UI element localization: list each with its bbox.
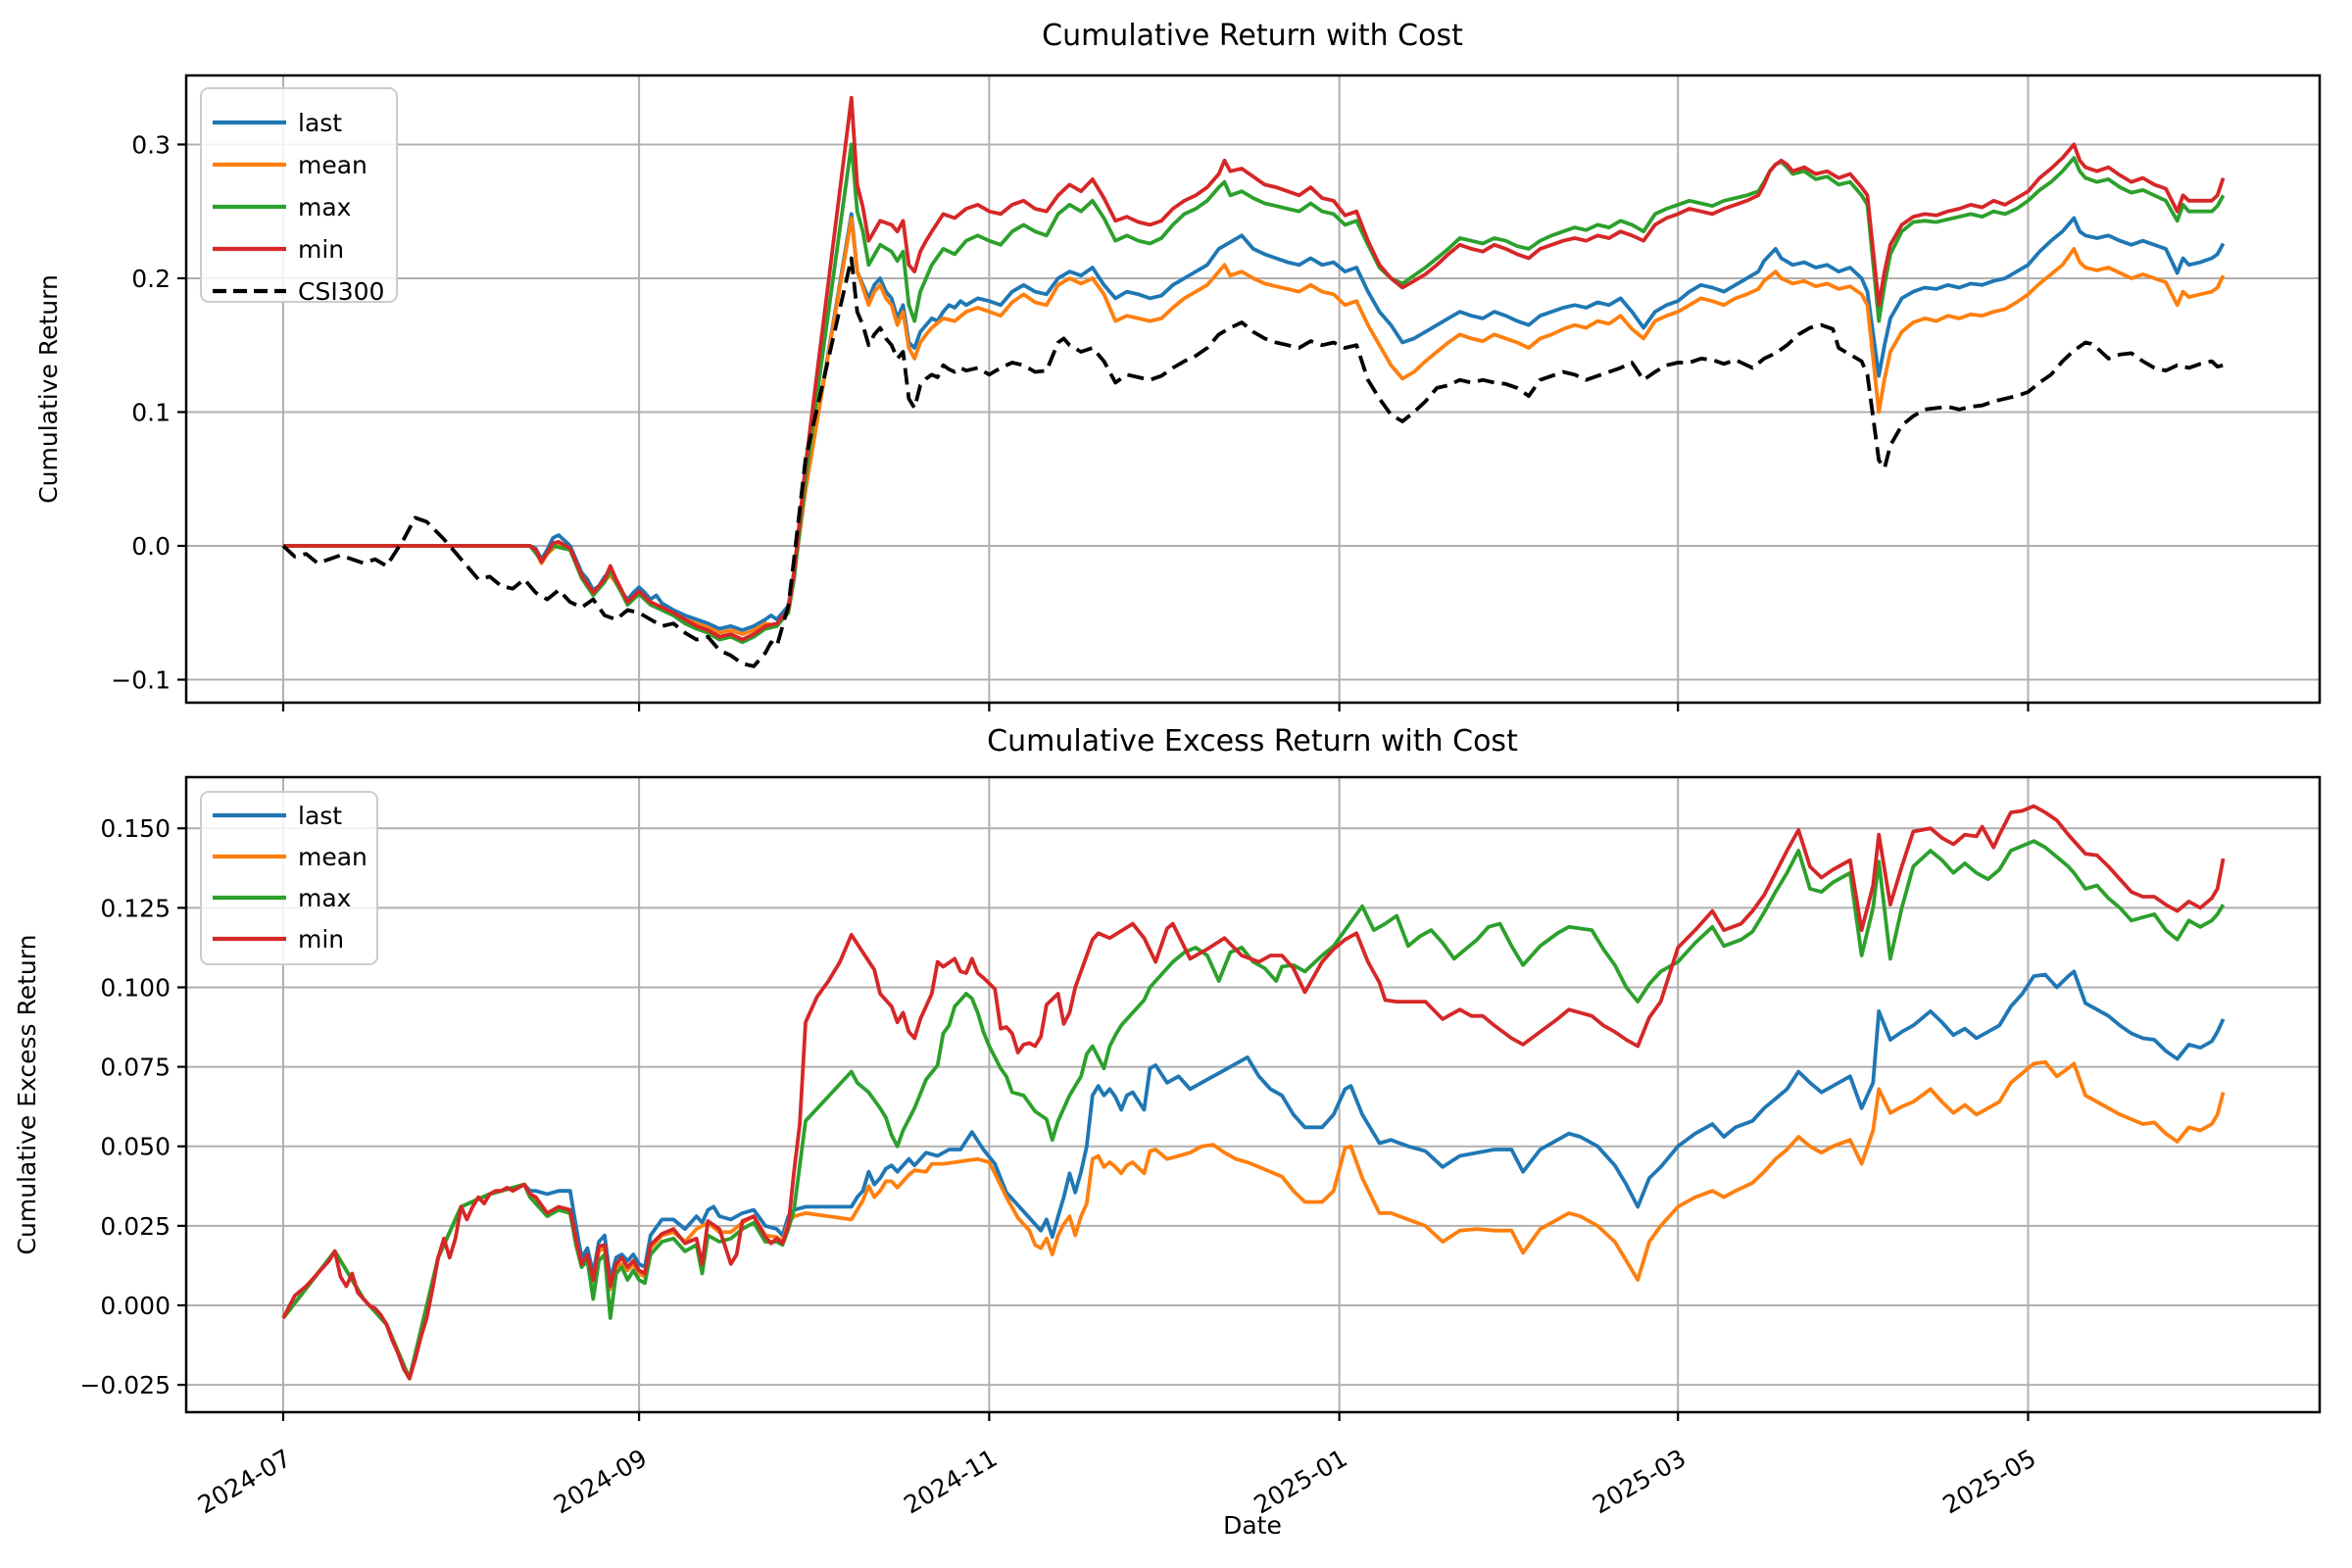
y-tick-label: 0.3	[131, 130, 171, 159]
legend-box	[200, 791, 378, 965]
x-tick-label: 2025-01	[1250, 1444, 1352, 1519]
bottom-chart-ylabel: Cumulative Excess Return	[13, 935, 41, 1255]
series-line-min	[281, 804, 2226, 1381]
top-chart-ylabel: Cumulative Return	[34, 274, 63, 504]
x-tick-label: 2025-05	[1937, 1444, 2040, 1519]
x-tick-label: 2025-03	[1588, 1444, 1690, 1519]
bottom-chart-title: Cumulative Excess Return with Cost	[987, 724, 1518, 759]
top-chart-title: Cumulative Return with Cost	[1042, 19, 1463, 53]
legend-label-min: min	[298, 235, 344, 264]
y-tick-label: 0.000	[100, 1292, 171, 1320]
series-line-last	[283, 212, 2226, 632]
x-tick-label: 2024-07	[193, 1444, 296, 1519]
series-line-last	[281, 969, 2226, 1381]
series-line-max	[281, 839, 2226, 1381]
x-tick-label: 2024-11	[899, 1444, 1002, 1519]
y-tick-label: 0.0	[131, 532, 171, 561]
y-tick-label: 0.125	[100, 894, 171, 922]
y-tick-label: 0.075	[100, 1054, 171, 1082]
y-tick-label: 0.100	[100, 973, 171, 1002]
x-axis-label: Date	[1223, 1511, 1282, 1540]
y-tick-label: 0.025	[100, 1212, 171, 1241]
series-line-min	[283, 95, 2226, 642]
series-line-CSI300	[281, 256, 2225, 668]
plot-border	[184, 775, 2322, 1414]
top-chart: −0.1 0.0 0.1 0.2 0.3 last mean max min CSI300	[111, 74, 2322, 711]
legend-label-last: last	[298, 802, 342, 830]
plot-border	[184, 74, 2322, 705]
series-line-max	[283, 142, 2226, 645]
y-tick-label: 0.2	[131, 265, 171, 293]
legend-label-last: last	[298, 109, 342, 137]
y-tick-label: 0.150	[100, 814, 171, 843]
series-line-mean	[283, 216, 2226, 636]
legend-label-max: max	[298, 884, 351, 912]
x-tick-label: 2024-09	[549, 1444, 652, 1519]
bottom-chart: −0.025 0.000 0.025 0.050 0.075 0.100 0.125 0.15…	[79, 775, 2322, 1519]
legend-label-CSI300: CSI300	[298, 277, 384, 306]
y-tick-label: −0.1	[111, 666, 171, 695]
y-tick-label: −0.025	[79, 1371, 171, 1399]
legend-label-mean: mean	[298, 843, 368, 871]
legend-label-min: min	[298, 925, 344, 954]
legend-label-mean: mean	[298, 151, 368, 179]
legend-label-max: max	[298, 193, 351, 221]
y-tick-label: 0.1	[131, 398, 171, 426]
y-tick-label: 0.050	[100, 1133, 171, 1161]
